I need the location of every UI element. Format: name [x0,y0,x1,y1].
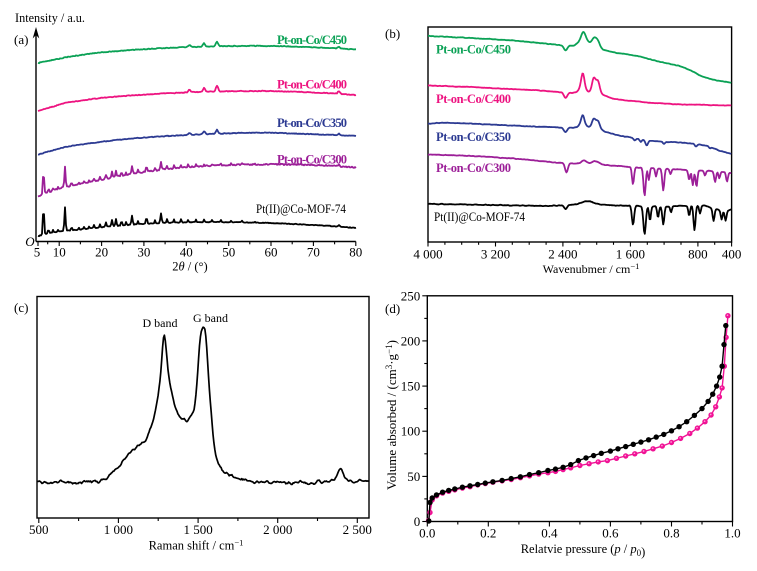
svg-text:70: 70 [307,245,320,260]
svg-text:(d): (d) [385,301,400,316]
svg-text:(c): (c) [14,300,28,315]
svg-text:200: 200 [401,333,421,348]
svg-text:50: 50 [407,469,420,484]
svg-text:Pt-on-Co/C300: Pt-on-Co/C300 [277,153,347,167]
svg-text:Pt-on-Co/C350: Pt-on-Co/C350 [436,130,511,144]
svg-text:1 500: 1 500 [183,522,212,537]
svg-text:40: 40 [180,245,193,260]
svg-text:Volume absorbed / (cm3·g−1): Volume absorbed / (cm3·g−1) [384,340,399,490]
svg-text:250: 250 [401,288,421,303]
svg-text:O: O [25,234,35,249]
svg-text:1.0: 1.0 [724,526,740,541]
svg-text:30: 30 [137,245,150,260]
svg-text:800: 800 [688,247,708,262]
svg-text:3 200: 3 200 [481,247,510,262]
svg-text:2 500: 2 500 [343,522,372,537]
svg-text:(a): (a) [14,32,28,47]
svg-text:D band: D band [143,316,178,330]
svg-text:80: 80 [349,245,362,260]
svg-text:2θ / (°): 2θ / (°) [172,260,207,274]
svg-text:500: 500 [29,522,49,537]
svg-text:(b): (b) [385,26,400,41]
svg-text:0.4: 0.4 [541,526,558,541]
svg-text:Pt-on-Co/C400: Pt-on-Co/C400 [277,78,347,92]
svg-text:0: 0 [414,514,421,529]
svg-text:Intensity / a.u.: Intensity / a.u. [15,10,85,25]
svg-text:G band: G band [193,311,228,325]
svg-text:0.8: 0.8 [663,526,679,541]
svg-text:150: 150 [401,379,421,394]
svg-text:4 000: 4 000 [413,247,442,262]
svg-text:5: 5 [34,245,41,260]
svg-text:Pt-on-Co/C450: Pt-on-Co/C450 [436,43,511,57]
svg-text:0.0: 0.0 [419,526,435,541]
svg-text:0.2: 0.2 [480,526,496,541]
svg-text:100: 100 [401,424,421,439]
svg-text:Pt-on-Co/C350: Pt-on-Co/C350 [277,116,347,130]
svg-text:0.6: 0.6 [602,526,619,541]
svg-text:Pt(II)@Co-MOF-74: Pt(II)@Co-MOF-74 [434,210,526,224]
svg-text:Pt-on-Co/C400: Pt-on-Co/C400 [436,92,511,106]
svg-text:1 000: 1 000 [104,522,133,537]
svg-text:50: 50 [222,245,235,260]
svg-text:60: 60 [265,245,278,260]
svg-text:2 400: 2 400 [548,247,577,262]
svg-text:1 600: 1 600 [616,247,645,262]
svg-text:Pt(II)@Co-MOF-74: Pt(II)@Co-MOF-74 [256,202,347,216]
svg-text:2 000: 2 000 [263,522,292,537]
svg-text:Wavenubmer / cm−1: Wavenubmer / cm−1 [543,261,640,276]
svg-text:Pt-on-Co/C450: Pt-on-Co/C450 [277,33,347,47]
svg-text:400: 400 [722,247,742,262]
svg-text:Pt-on-Co/C300: Pt-on-Co/C300 [436,161,511,175]
svg-text:Relatvie pressure (p / p0): Relatvie pressure (p / p0) [521,542,646,559]
svg-text:10: 10 [53,245,66,260]
svg-text:20: 20 [95,245,108,260]
svg-text:Raman shift / cm−1: Raman shift / cm−1 [149,538,244,553]
